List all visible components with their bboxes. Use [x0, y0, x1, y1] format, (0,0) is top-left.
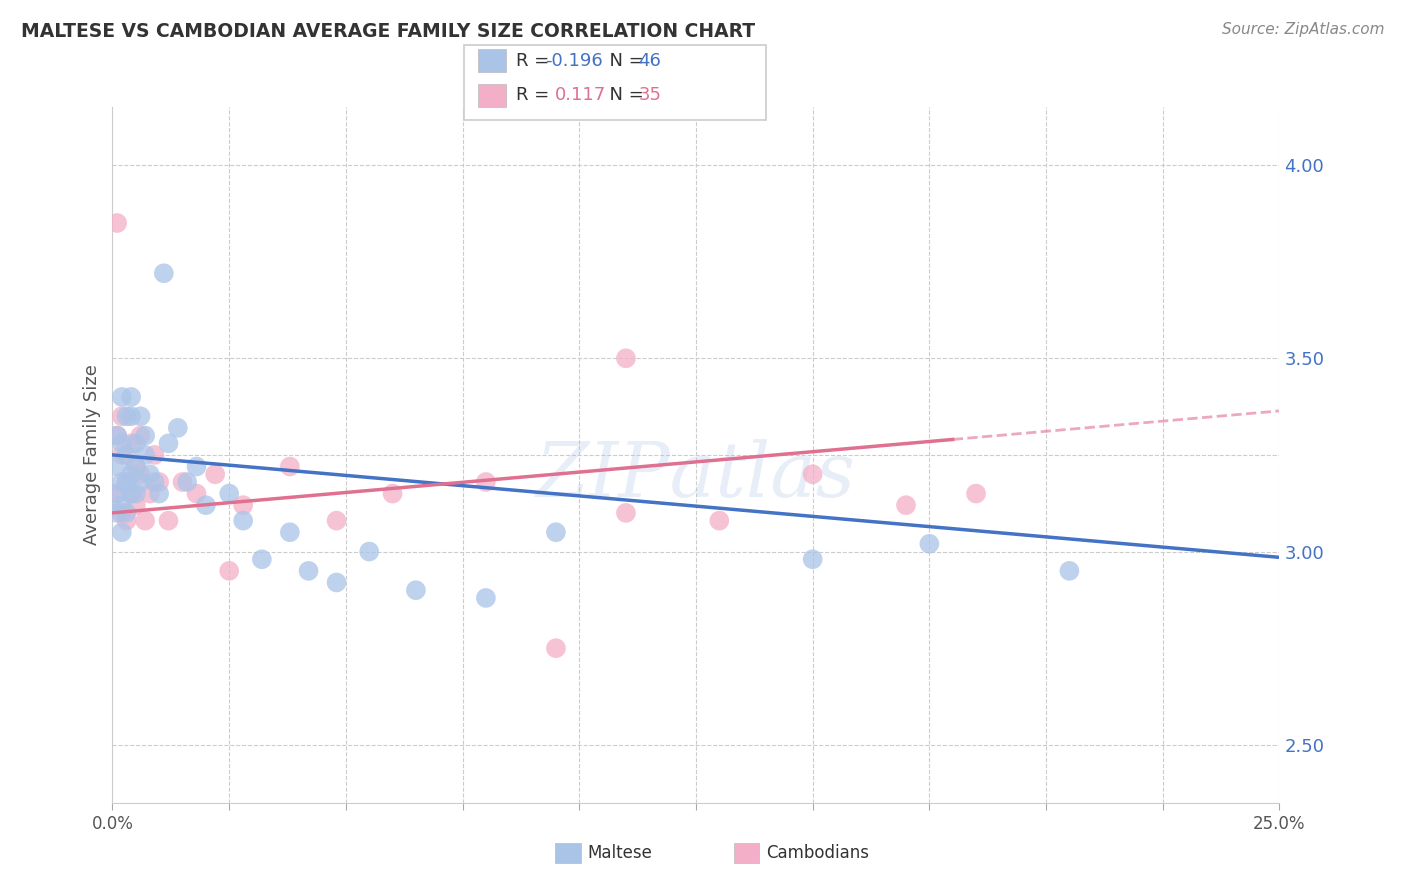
- Point: [120, 467, 142, 482]
- Point: [120, 486, 142, 500]
- Point: [111, 475, 134, 489]
- Point: [250, 552, 273, 566]
- Y-axis label: Average Family Size: Average Family Size: [83, 365, 101, 545]
- Point: [148, 475, 170, 489]
- Point: [965, 486, 987, 500]
- Point: [172, 475, 194, 489]
- Point: [134, 428, 156, 442]
- Point: [544, 525, 567, 540]
- Text: ZIP​atlas: ZIP​atlas: [536, 439, 856, 513]
- Point: [139, 467, 162, 482]
- Text: N =: N =: [598, 52, 650, 70]
- Point: [157, 436, 180, 450]
- Point: [125, 436, 148, 450]
- Point: [153, 266, 176, 280]
- Point: [111, 506, 134, 520]
- Point: [325, 575, 347, 590]
- Point: [176, 475, 198, 489]
- Point: [148, 486, 170, 500]
- Point: [129, 428, 152, 442]
- Text: R =: R =: [516, 52, 555, 70]
- Point: [111, 525, 134, 540]
- Point: [143, 475, 166, 489]
- Point: [359, 544, 381, 558]
- Point: [894, 498, 917, 512]
- Text: Cambodians: Cambodians: [766, 844, 869, 862]
- Point: [111, 390, 134, 404]
- Point: [381, 486, 404, 500]
- Point: [194, 498, 217, 512]
- Point: [475, 591, 498, 605]
- Text: 35: 35: [638, 87, 661, 104]
- Point: [157, 514, 180, 528]
- Text: MALTESE VS CAMBODIAN AVERAGE FAMILY SIZE CORRELATION CHART: MALTESE VS CAMBODIAN AVERAGE FAMILY SIZE…: [21, 22, 755, 41]
- Point: [105, 506, 128, 520]
- Point: [115, 514, 138, 528]
- Point: [544, 641, 567, 656]
- Point: [278, 525, 301, 540]
- Point: [129, 467, 152, 482]
- Point: [105, 486, 128, 500]
- Point: [278, 459, 301, 474]
- Point: [204, 467, 226, 482]
- Point: [115, 506, 138, 520]
- Point: [115, 475, 138, 489]
- Point: [120, 409, 142, 424]
- Point: [120, 436, 142, 450]
- Point: [129, 409, 152, 424]
- Point: [139, 486, 162, 500]
- Text: 46: 46: [638, 52, 661, 70]
- Point: [111, 436, 134, 450]
- Point: [111, 448, 134, 462]
- Point: [120, 390, 142, 404]
- Point: [115, 448, 138, 462]
- Point: [105, 459, 128, 474]
- Point: [709, 514, 731, 528]
- Point: [111, 498, 134, 512]
- Point: [297, 564, 319, 578]
- Point: [166, 421, 188, 435]
- Point: [405, 583, 427, 598]
- Point: [1059, 564, 1081, 578]
- Point: [918, 537, 941, 551]
- Point: [115, 475, 138, 489]
- Point: [129, 475, 152, 489]
- Point: [218, 486, 240, 500]
- Point: [186, 486, 208, 500]
- Point: [232, 498, 254, 512]
- Point: [232, 514, 254, 528]
- Point: [614, 506, 637, 520]
- Point: [186, 459, 208, 474]
- Point: [115, 409, 138, 424]
- Point: [105, 216, 128, 230]
- Point: [125, 459, 148, 474]
- Point: [134, 514, 156, 528]
- Point: [105, 428, 128, 442]
- Point: [801, 552, 824, 566]
- Point: [125, 486, 148, 500]
- Text: Source: ZipAtlas.com: Source: ZipAtlas.com: [1222, 22, 1385, 37]
- Point: [120, 486, 142, 500]
- Point: [105, 428, 128, 442]
- Text: 0.117: 0.117: [555, 87, 606, 104]
- Text: N =: N =: [598, 87, 650, 104]
- Text: R =: R =: [516, 87, 555, 104]
- Point: [614, 351, 637, 366]
- Point: [111, 409, 134, 424]
- Point: [134, 448, 156, 462]
- Point: [475, 475, 498, 489]
- Point: [801, 467, 824, 482]
- Text: Maltese: Maltese: [588, 844, 652, 862]
- Point: [105, 486, 128, 500]
- Point: [125, 498, 148, 512]
- Text: -0.196: -0.196: [546, 52, 603, 70]
- Point: [218, 564, 240, 578]
- Point: [325, 514, 347, 528]
- Point: [143, 448, 166, 462]
- Point: [125, 459, 148, 474]
